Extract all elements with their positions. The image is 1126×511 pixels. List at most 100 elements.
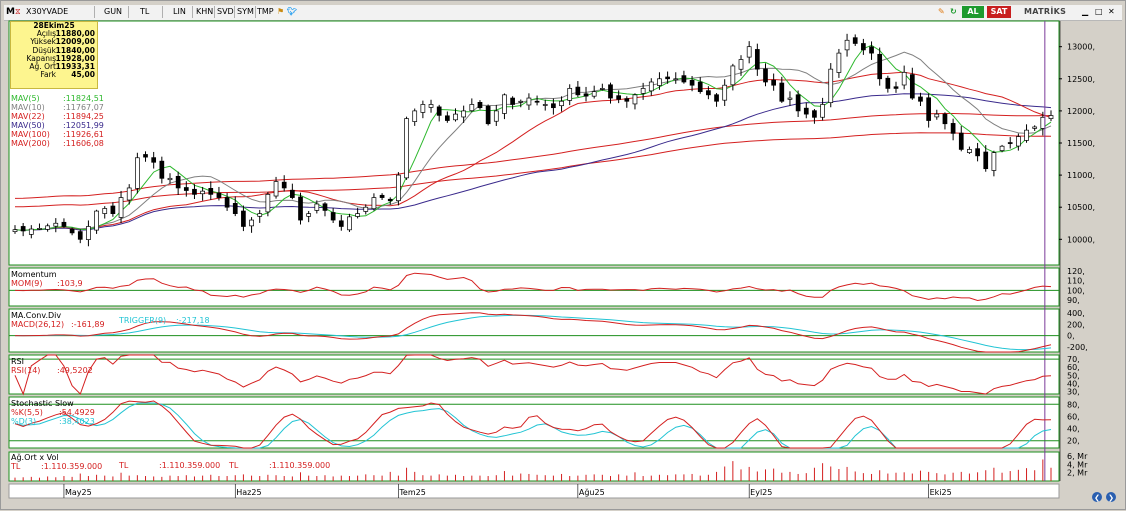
toolbar-separator xyxy=(234,6,235,18)
candle-body xyxy=(608,84,613,99)
svd-button[interactable]: SVD xyxy=(217,7,234,16)
candle-body xyxy=(526,97,532,106)
buy-button[interactable]: AL xyxy=(962,6,984,18)
momentum-tick-label: 110, xyxy=(1067,277,1085,286)
ohlc-row: Kapanış 11928,00 xyxy=(26,53,95,63)
twitter-icon[interactable]: 🐦︎ xyxy=(287,7,298,16)
candle-body xyxy=(363,206,369,212)
price-tick-label: 12000, xyxy=(1067,107,1095,116)
close-icon[interactable]: ✕ xyxy=(1108,7,1115,16)
refresh-icon[interactable]: ↻ xyxy=(950,7,957,16)
toolbar-separator xyxy=(94,6,95,18)
sym-button[interactable]: SYM xyxy=(237,7,254,16)
candle-body xyxy=(290,189,295,198)
brand-logo: MATRİKS xyxy=(1024,7,1067,16)
stochastic-d-label: %D(3) xyxy=(11,417,36,426)
candle-body xyxy=(249,219,254,227)
legend-mav100: MAV(100) xyxy=(11,130,50,139)
candle-body xyxy=(396,174,401,202)
month-label: Eki25 xyxy=(930,488,952,497)
candle-body xyxy=(950,123,956,134)
stochastic-d-value: :38,4023 xyxy=(59,417,95,426)
candle-body xyxy=(53,222,59,227)
stochastic-tick-label: 60, xyxy=(1067,412,1080,421)
nav-back-icon xyxy=(1092,492,1102,502)
macd-tick-label: 400, xyxy=(1067,309,1085,318)
momentum-label: MOM(9) xyxy=(11,279,42,288)
rsi-tick-label: 30, xyxy=(1067,388,1080,397)
month-label: Eyl25 xyxy=(750,488,772,497)
candle-body xyxy=(118,197,124,218)
period-button[interactable]: GUN xyxy=(104,7,123,16)
candle-body xyxy=(257,213,263,217)
candle-body xyxy=(298,196,303,221)
candle-body xyxy=(314,203,320,211)
ohlc-date: 28Ekim25 xyxy=(33,21,75,30)
minimize-icon[interactable]: ▁ xyxy=(1082,7,1089,16)
chart-style-icon[interactable]: ⧖ xyxy=(15,7,21,16)
candle-body xyxy=(338,220,344,227)
candle-body xyxy=(591,91,597,97)
time-axis-strip xyxy=(8,483,1060,499)
candle-body xyxy=(746,46,752,58)
candle-body xyxy=(12,229,18,232)
candle-body xyxy=(69,228,75,234)
candle-body xyxy=(77,231,83,240)
legend-value: :11926,61 xyxy=(63,130,104,139)
candle-body xyxy=(722,84,728,101)
stochastic-d-line xyxy=(14,402,1052,449)
price-tick-label: 12500, xyxy=(1067,75,1095,84)
volume-title: Ağ.Ort x Vol xyxy=(11,453,59,462)
candle-body xyxy=(714,94,719,102)
candle-body xyxy=(689,79,695,86)
candle-body xyxy=(583,93,589,97)
currency-button[interactable]: TL xyxy=(140,7,150,16)
candle-body xyxy=(469,104,475,112)
mav200-line xyxy=(14,132,1052,208)
maximize-icon[interactable]: □ xyxy=(1095,7,1103,16)
legend-value: :11767,07 xyxy=(63,103,104,112)
candle-body xyxy=(28,228,34,235)
toolbar-separator xyxy=(128,6,129,18)
month-label: Tem25 xyxy=(398,488,425,497)
candle-body xyxy=(559,100,564,107)
candle-body xyxy=(518,100,524,103)
candle-body xyxy=(371,197,377,210)
candle-body xyxy=(738,59,744,70)
rsi-tick-label: 50, xyxy=(1067,371,1080,380)
candle-body xyxy=(322,203,328,211)
candle-body xyxy=(657,78,662,86)
candle-body xyxy=(306,213,312,217)
candle-body xyxy=(926,97,931,121)
candle-body xyxy=(265,194,271,213)
nav-back-arrow: ❮ xyxy=(1094,494,1100,502)
volume-value: :1.110.359.000 xyxy=(41,462,102,471)
linear-scale-button[interactable]: LIN xyxy=(173,7,186,16)
panel-rsi xyxy=(8,354,1060,395)
candle-body xyxy=(461,110,467,118)
alert-icon[interactable]: ⚑ xyxy=(277,7,285,16)
price-tick-label: 10000, xyxy=(1067,235,1095,244)
menu-m-icon[interactable]: M xyxy=(6,7,15,17)
edit-icon[interactable]: ✎ xyxy=(938,7,945,16)
candle-body xyxy=(599,88,605,90)
ohlc-row: Fark 45,00 xyxy=(40,70,95,80)
tmp-button[interactable]: TMP xyxy=(257,7,274,16)
candle-body xyxy=(477,102,483,109)
candle-body xyxy=(754,49,760,70)
ohlc-row: Yüksek 12009,00 xyxy=(30,37,95,47)
macd-tick-label: 0, xyxy=(1067,332,1075,341)
candle-body xyxy=(942,113,948,125)
sell-button[interactable]: SAT xyxy=(987,6,1011,18)
candle-body xyxy=(428,104,434,108)
khn-button[interactable]: KHN xyxy=(196,7,214,16)
candle-body xyxy=(379,194,385,198)
candle-body xyxy=(1040,116,1046,129)
candle-body xyxy=(844,39,850,51)
symbol-label[interactable]: X30YVADE xyxy=(26,7,69,16)
volume-unit: TL xyxy=(228,461,239,470)
candle-body xyxy=(61,221,67,227)
volume-tick-label: 4, Mr xyxy=(1067,460,1088,469)
